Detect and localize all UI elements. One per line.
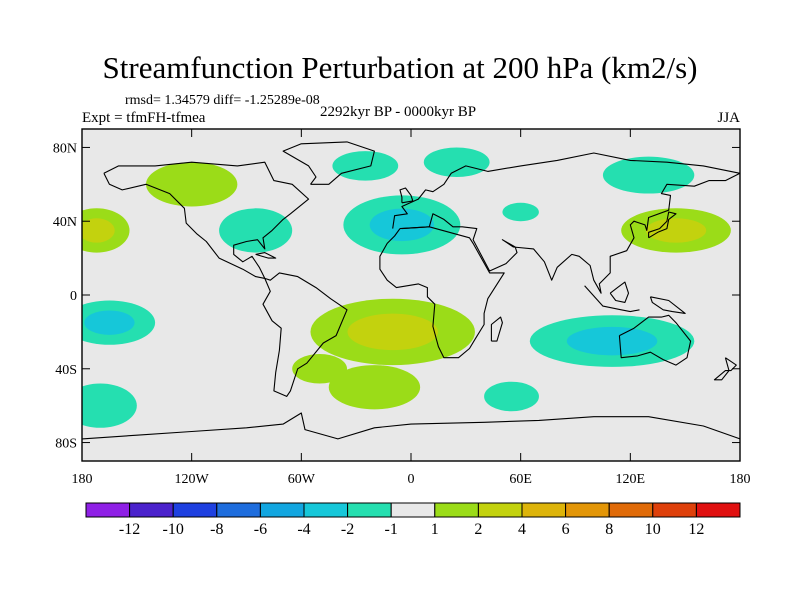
colorbar-segment: [434, 502, 479, 518]
colorbar-label: 6: [562, 521, 570, 538]
coastline-north-america: [103, 161, 310, 279]
anomaly-region: [484, 381, 539, 412]
x-tick-label: 60E: [509, 472, 532, 487]
anomaly-region: [423, 147, 490, 177]
period-label: 2292kyr BP - 0000kyr BP: [320, 104, 477, 120]
colorbar-label: 12: [688, 521, 704, 538]
anomaly-core: [369, 208, 435, 242]
coastline-south-america: [262, 272, 348, 397]
coastline-borneo: [609, 281, 630, 303]
coastline-cuba: [255, 252, 277, 259]
anomaly-region: [602, 156, 695, 194]
colorbar-label: -6: [254, 521, 267, 538]
colorbar-label: 10: [645, 521, 661, 538]
anomaly-region: [328, 365, 421, 410]
coastline-antarctica: [81, 412, 741, 440]
coastlines: [81, 141, 741, 440]
coastline-british-isles: [399, 187, 414, 204]
colorbar-segment: [608, 502, 654, 518]
x-tick-label: 120E: [616, 472, 646, 487]
x-tick-label: 120W: [175, 472, 210, 487]
colorbar-segment: [390, 502, 436, 518]
coastline-japan: [648, 211, 677, 239]
y-tick-label: 40N: [53, 215, 77, 230]
experiment-label: Expt = tfmFH-tfmea: [82, 110, 206, 126]
coastline-new-zealand: [713, 357, 737, 381]
colorbar-segment: [259, 502, 305, 518]
coastline-madagascar: [490, 316, 503, 342]
coastline-africa: [379, 226, 505, 359]
x-tick-label: 60W: [288, 472, 316, 487]
colorbar-label: -8: [210, 521, 223, 538]
anomaly-core: [82, 218, 115, 243]
anomaly-core: [645, 218, 707, 243]
colorbar-label: -10: [163, 521, 184, 538]
colorbar-segment: [477, 502, 523, 518]
colorbar-label: -2: [341, 521, 354, 538]
coastline-asia-south: [401, 172, 741, 294]
y-tick-label: 0: [70, 289, 77, 304]
colorbar: -12 -10 -8 -6 -4 -2 -1 1 2 4 6 8 10 12: [85, 502, 741, 538]
anomaly-region: [292, 354, 348, 384]
coastline-eurasia: [392, 152, 741, 229]
x-tick-label: 180: [72, 472, 93, 487]
stats-text: rmsd= 1.34579 diff= -1.25289e-08: [125, 93, 320, 108]
anomaly-core: [566, 326, 658, 356]
y-tick-label: 40S: [55, 363, 77, 378]
colorbar-segment: [129, 502, 174, 518]
colorbar-label: -12: [119, 521, 140, 538]
anomaly-field: [82, 129, 740, 461]
colorbar-label: -1: [385, 521, 398, 538]
y-tick-label: 80S: [55, 437, 77, 452]
colorbar-segment: [85, 502, 131, 518]
colorbar-segment: [652, 502, 697, 518]
colorbar-label: -4: [297, 521, 310, 538]
coastline-australia: [618, 314, 692, 366]
colorbar-label: 1: [431, 521, 439, 538]
x-axis-ticks: 180 120W 60W 0 60E 120E 180: [72, 129, 751, 487]
anomaly-region: [82, 383, 137, 428]
colorbar-label: 4: [518, 521, 526, 538]
y-axis-ticks: 80N 40N 0 40S 80S: [53, 141, 740, 452]
anomaly-region: [332, 151, 399, 181]
y-tick-label: 80N: [53, 141, 77, 156]
colorbar-segment: [216, 502, 261, 518]
colorbar-segment: [565, 502, 610, 518]
coastline-indonesia: [584, 285, 640, 313]
x-tick-label: 0: [408, 472, 415, 487]
colorbar-segment: [303, 502, 349, 518]
colorbar-segment: [521, 502, 567, 518]
colorbar-segment: [347, 502, 392, 518]
colorbar-segment: [172, 502, 218, 518]
anomaly-region: [502, 202, 539, 222]
anomaly-region: [145, 162, 238, 207]
anomaly-region: [219, 208, 293, 253]
season-label: JJA: [717, 110, 740, 126]
x-tick-label: 180: [730, 472, 751, 487]
colorbar-segment: [695, 502, 741, 518]
colorbar-label: 2: [474, 521, 482, 538]
anomaly-core: [347, 313, 438, 351]
figure-title: Streamfunction Perturbation at 200 hPa (…: [102, 50, 698, 85]
anomaly-core: [84, 310, 135, 335]
coastline-greenland: [282, 141, 375, 185]
coastline-new-guinea: [649, 296, 686, 314]
colorbar-label: 8: [605, 521, 613, 538]
